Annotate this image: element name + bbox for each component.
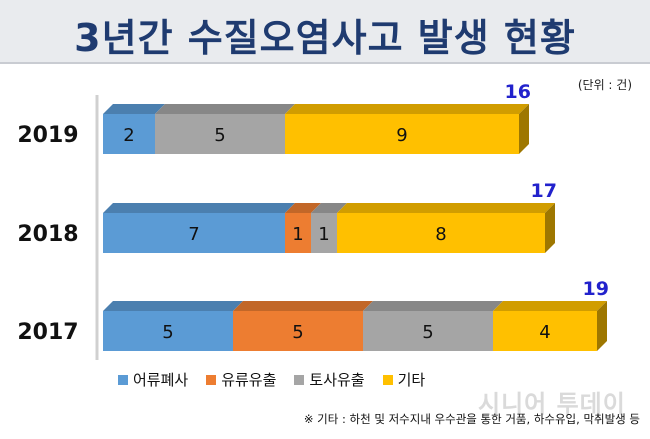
bar-segment [103, 114, 155, 154]
legend-item-기타: 기타 [382, 369, 426, 390]
title-band [0, 0, 650, 64]
footnote: ※ 기타 : 하천 및 저수지내 우수관을 통한 거품, 하수유입, 막취발생 … [303, 412, 640, 426]
legend-label: 어류폐사 [133, 371, 189, 389]
bar-segment [337, 213, 545, 253]
legend-label: 토사유출 [309, 371, 365, 389]
bar-top-face [103, 104, 165, 114]
legend-swatch [382, 374, 393, 385]
bar-segment [103, 213, 285, 253]
bar-segment [285, 114, 519, 154]
bar-segment [233, 311, 363, 351]
bar-side-face [545, 203, 555, 253]
bar-top-face [493, 301, 607, 311]
data-label: 5 [292, 322, 303, 343]
bar-top-face [363, 301, 503, 311]
watermark: 시니어 투데이 [478, 390, 626, 418]
category-label: 2018 [17, 222, 78, 247]
legend-item-유류유출: 유류유출 [206, 369, 276, 390]
bar-top-face [285, 203, 321, 213]
data-label: 7 [188, 224, 199, 245]
total-label: 19 [583, 278, 609, 300]
chart-title: 3년간 수질오염사고 발생 현황 [74, 16, 576, 60]
bar-top-face [103, 203, 295, 213]
bar-top-face [285, 104, 529, 114]
total-label: 17 [531, 180, 557, 202]
bar-top-face [103, 301, 243, 311]
legend-item-어류폐사: 어류폐사 [118, 369, 188, 390]
bar-side-face [597, 301, 607, 351]
legend-swatch [206, 374, 217, 385]
unit-label: (단위 : 건) [577, 78, 632, 92]
data-label: 8 [435, 224, 446, 245]
data-label: 1 [318, 224, 329, 245]
bar-segment [363, 311, 493, 351]
bar-segment [285, 213, 311, 253]
bar-top-face [155, 104, 295, 114]
data-label: 5 [422, 322, 433, 343]
legend-item-토사유출: 토사유출 [294, 369, 365, 390]
data-label: 9 [396, 125, 407, 146]
bar-segment [103, 311, 233, 351]
category-label: 2017 [17, 320, 78, 345]
data-label: 2 [123, 125, 134, 146]
bar-side-face [519, 104, 529, 154]
legend-label: 유류유출 [221, 371, 277, 389]
legend: 어류폐사 유류유출 토사유출 기타 [118, 369, 425, 390]
legend-swatch [294, 374, 305, 385]
total-label: 16 [505, 81, 531, 103]
bar-top-face [233, 301, 373, 311]
bar-segment [311, 213, 337, 253]
bar-segment [155, 114, 285, 154]
bar-segment [493, 311, 597, 351]
data-label: 1 [292, 224, 303, 245]
bar-top-face [337, 203, 555, 213]
bar-top-face [311, 203, 347, 213]
legend-label: 기타 [397, 371, 426, 389]
data-label: 5 [162, 322, 173, 343]
data-label: 5 [214, 125, 225, 146]
data-label: 4 [539, 322, 550, 343]
legend-swatch [118, 374, 128, 385]
category-label: 2019 [17, 123, 78, 148]
